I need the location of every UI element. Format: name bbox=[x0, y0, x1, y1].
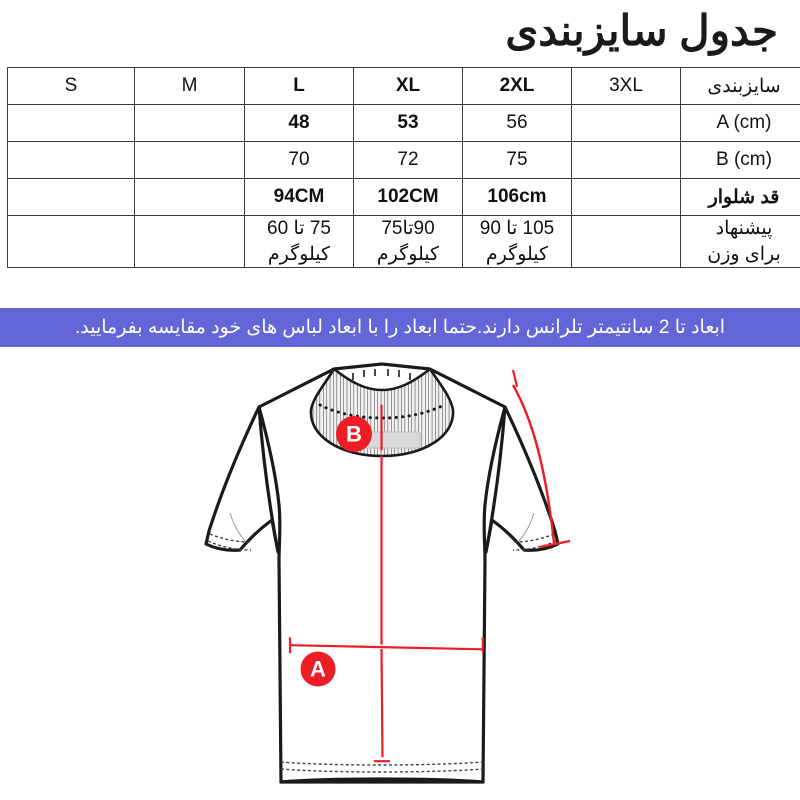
svg-text:A: A bbox=[310, 657, 326, 682]
svg-text:B: B bbox=[346, 422, 362, 447]
